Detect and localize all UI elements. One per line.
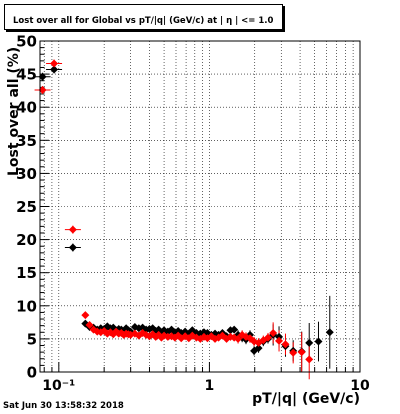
y-tick-label: 35 — [16, 132, 37, 150]
gridlines — [40, 41, 360, 372]
y-tick-label: 25 — [16, 198, 37, 216]
red-data-point — [50, 59, 59, 68]
y-tick-label: 50 — [16, 33, 37, 51]
red-data-point — [297, 348, 306, 357]
x-tick-label: 1 — [205, 378, 215, 394]
plot-frame — [39, 40, 361, 373]
red-data-point — [81, 311, 90, 320]
black-data-point — [50, 65, 59, 74]
axis-ticks — [40, 40, 354, 373]
x-tick-labels: 10⁻¹ 1 10 — [42, 378, 370, 394]
y-tick-label: 40 — [16, 99, 37, 117]
y-tick-label: 0 — [27, 364, 37, 382]
y-tick-label: 20 — [16, 231, 37, 249]
red-data-point — [38, 85, 47, 94]
data-points — [38, 59, 334, 364]
black-data-point — [68, 243, 77, 252]
y-tick-label: 5 — [27, 330, 37, 348]
chart-title: Lost over all for Global vs pT/|q| (GeV/… — [13, 16, 274, 26]
x-tick-label: 10⁻¹ — [42, 378, 75, 394]
red-data-point — [250, 337, 259, 346]
y-tick-label: 15 — [16, 264, 37, 282]
red-data-point — [85, 320, 94, 329]
red-data-point — [68, 225, 77, 234]
red-data-point — [269, 328, 278, 337]
red-data-point — [234, 334, 243, 343]
red-data-point — [305, 355, 314, 364]
black-data-point — [122, 324, 131, 333]
y-tick-label: 10 — [16, 297, 37, 315]
x-axis-label: pT/|q| (GeV/c) — [252, 391, 360, 407]
black-data-point — [254, 344, 263, 353]
red-data-point — [264, 333, 273, 342]
x-tick-label: 10 — [350, 378, 370, 394]
black-data-point — [250, 346, 259, 355]
red-data-point — [289, 348, 298, 357]
black-data-point — [305, 338, 314, 347]
y-tick-label: 45 — [16, 66, 37, 84]
datestamp: Sat Jun 30 13:58:32 2018 — [3, 401, 124, 411]
black-data-point — [230, 325, 239, 334]
black-data-point — [325, 328, 334, 337]
black-data-point — [314, 337, 323, 346]
chart-title-box: Lost over all for Global vs pT/|q| (GeV/… — [4, 4, 283, 30]
red-data-point — [281, 340, 290, 349]
y-tick-labels: 0 5 10 15 20 25 30 35 40 45 50 — [16, 33, 37, 382]
y-tick-label: 30 — [16, 165, 37, 183]
black-data-point — [38, 72, 47, 81]
red-data-point — [275, 336, 284, 345]
y-axis-label: Lost over all (%) — [6, 46, 22, 176]
